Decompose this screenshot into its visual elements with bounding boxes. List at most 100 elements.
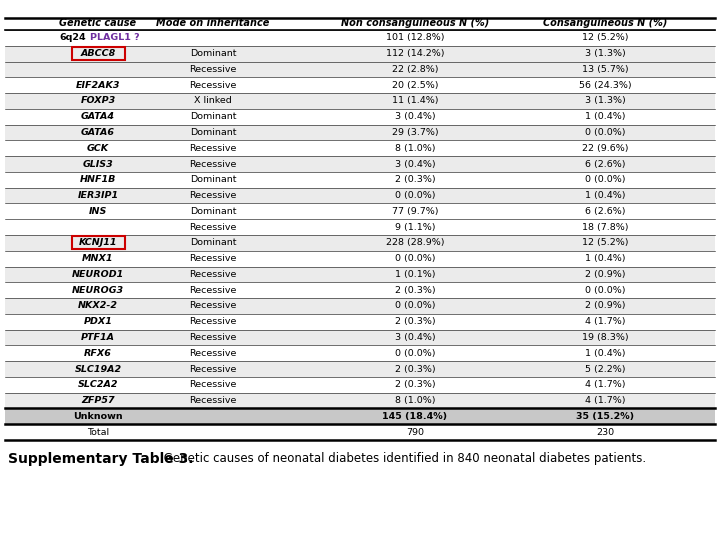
Bar [5, 361, 715, 377]
Text: Dominant: Dominant [190, 128, 236, 137]
Text: Recessive: Recessive [189, 80, 237, 90]
Bar [5, 156, 715, 172]
Text: 2 (0.3%): 2 (0.3%) [395, 380, 436, 389]
Bar [5, 30, 715, 46]
Text: Recessive: Recessive [189, 270, 237, 279]
Text: 12 (5.2%): 12 (5.2%) [582, 33, 629, 42]
Text: 13 (5.7%): 13 (5.7%) [582, 65, 629, 74]
Text: RFX6: RFX6 [84, 349, 112, 358]
Text: Recessive: Recessive [189, 317, 237, 326]
Text: Dominant: Dominant [190, 112, 236, 122]
Text: 4 (1.7%): 4 (1.7%) [585, 380, 625, 389]
Text: 1 (0.4%): 1 (0.4%) [585, 191, 625, 200]
Text: Recessive: Recessive [189, 349, 237, 358]
Text: 11 (1.4%): 11 (1.4%) [392, 97, 438, 105]
Text: 6q24: 6q24 [59, 33, 86, 42]
Bar [5, 62, 715, 77]
Text: NEUROG3: NEUROG3 [72, 286, 124, 295]
Text: Recessive: Recessive [189, 380, 237, 389]
Text: Mode on inheritance: Mode on inheritance [156, 18, 270, 28]
Text: 0 (0.0%): 0 (0.0%) [395, 191, 436, 200]
Text: 6 (2.6%): 6 (2.6%) [585, 159, 625, 168]
Text: Unknown: Unknown [73, 412, 123, 421]
Bar [5, 377, 715, 393]
Text: 1 (0.1%): 1 (0.1%) [395, 270, 436, 279]
Text: 1 (0.4%): 1 (0.4%) [585, 254, 625, 263]
Text: 1 (0.4%): 1 (0.4%) [585, 349, 625, 358]
Text: Recessive: Recessive [189, 301, 237, 310]
Text: PLAGL1 ?: PLAGL1 ? [90, 33, 140, 42]
Text: 0 (0.0%): 0 (0.0%) [395, 254, 436, 263]
Text: PTF1A: PTF1A [81, 333, 115, 342]
Text: 3 (0.4%): 3 (0.4%) [395, 159, 436, 168]
Text: 77 (9.7%): 77 (9.7%) [392, 207, 438, 216]
Bar [5, 393, 715, 408]
Text: 3 (1.3%): 3 (1.3%) [585, 97, 626, 105]
Text: 35 (15.2%): 35 (15.2%) [576, 412, 634, 421]
Text: GLIS3: GLIS3 [83, 159, 113, 168]
Text: 22 (2.8%): 22 (2.8%) [392, 65, 438, 74]
Text: Dominant: Dominant [190, 176, 236, 184]
Text: 2 (0.3%): 2 (0.3%) [395, 176, 436, 184]
Bar [5, 267, 715, 282]
Text: Recessive: Recessive [189, 222, 237, 232]
Text: 790: 790 [406, 428, 424, 437]
Text: 2 (0.3%): 2 (0.3%) [395, 317, 436, 326]
Text: Genetic causes of neonatal diabetes identified in 840 neonatal diabetes patients: Genetic causes of neonatal diabetes iden… [160, 452, 646, 465]
Text: HNF1B: HNF1B [80, 176, 116, 184]
Text: 4 (1.7%): 4 (1.7%) [585, 317, 625, 326]
Text: 4 (1.7%): 4 (1.7%) [585, 396, 625, 405]
Bar [5, 235, 715, 251]
Text: FOXP3: FOXP3 [81, 97, 116, 105]
Text: 0 (0.0%): 0 (0.0%) [395, 301, 436, 310]
Text: Recessive: Recessive [189, 144, 237, 153]
Text: NEUROD1: NEUROD1 [72, 270, 124, 279]
Text: 1 (0.4%): 1 (0.4%) [585, 112, 625, 122]
Text: GCK: GCK [87, 144, 109, 153]
Bar [5, 46, 715, 62]
Text: 145 (18.4%): 145 (18.4%) [382, 412, 448, 421]
Text: 228 (28.9%): 228 (28.9%) [386, 238, 444, 247]
Text: 0 (0.0%): 0 (0.0%) [585, 286, 625, 295]
Text: PDX1: PDX1 [84, 317, 112, 326]
Bar [5, 172, 715, 188]
Bar [5, 424, 715, 440]
Text: 9 (1.1%): 9 (1.1%) [395, 222, 436, 232]
Text: 6 (2.6%): 6 (2.6%) [585, 207, 625, 216]
Text: Dominant: Dominant [190, 207, 236, 216]
Text: Recessive: Recessive [189, 364, 237, 374]
Text: Consanguineous N (%): Consanguineous N (%) [543, 18, 667, 28]
Text: Total: Total [87, 428, 109, 437]
Text: Genetic cause: Genetic cause [60, 18, 137, 28]
Text: 22 (9.6%): 22 (9.6%) [582, 144, 629, 153]
Bar [5, 125, 715, 140]
Text: Recessive: Recessive [189, 65, 237, 74]
Text: Dominant: Dominant [190, 238, 236, 247]
Text: 3 (1.3%): 3 (1.3%) [585, 49, 626, 58]
Text: MNX1: MNX1 [82, 254, 114, 263]
Text: 3 (0.4%): 3 (0.4%) [395, 333, 436, 342]
Text: INS: INS [89, 207, 107, 216]
Text: 29 (3.7%): 29 (3.7%) [392, 128, 438, 137]
Text: Recessive: Recessive [189, 333, 237, 342]
Text: 5 (2.2%): 5 (2.2%) [585, 364, 625, 374]
Bar [5, 298, 715, 314]
Text: 101 (12.8%): 101 (12.8%) [386, 33, 444, 42]
Text: 12 (5.2%): 12 (5.2%) [582, 238, 629, 247]
Text: 8 (1.0%): 8 (1.0%) [395, 144, 436, 153]
Bar [5, 408, 715, 424]
Bar [5, 346, 715, 361]
Text: 19 (8.3%): 19 (8.3%) [582, 333, 629, 342]
Text: 2 (0.9%): 2 (0.9%) [585, 301, 625, 310]
Text: Recessive: Recessive [189, 191, 237, 200]
Text: 0 (0.0%): 0 (0.0%) [585, 176, 625, 184]
Bar [5, 77, 715, 93]
Text: X linked: X linked [194, 97, 232, 105]
Bar [5, 204, 715, 219]
Text: SLC2A2: SLC2A2 [78, 380, 118, 389]
Text: Non consanguineous N (%): Non consanguineous N (%) [341, 18, 489, 28]
Text: Dominant: Dominant [190, 49, 236, 58]
Bar [5, 219, 715, 235]
Text: KCNJ11: KCNJ11 [78, 238, 117, 247]
Text: Recessive: Recessive [189, 159, 237, 168]
